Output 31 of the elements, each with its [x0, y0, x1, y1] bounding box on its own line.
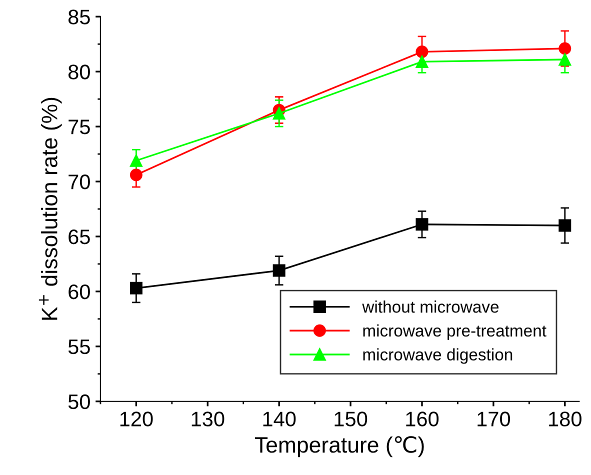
x-axis-title: Temperature (℃) — [254, 436, 424, 458]
y-tick-label: 80 — [68, 64, 90, 80]
y-axis-title: K$^{+}$ dissolution rate (%) — [38, 98, 62, 320]
x-tick-label: 120 — [120, 412, 153, 426]
point — [272, 107, 286, 120]
y-tick-label: 85 — [68, 10, 90, 24]
y-tick-label: 70 — [68, 174, 90, 190]
x-tick-label: 130 — [192, 412, 224, 426]
legend-label: without microwave — [362, 300, 499, 313]
point — [272, 264, 286, 277]
point — [130, 168, 142, 182]
x-tick-label: 170 — [478, 412, 510, 426]
y-tick-label: 60 — [68, 284, 90, 300]
point — [558, 219, 572, 232]
y-tick-label: 50 — [68, 394, 90, 410]
y-tick-label: 75 — [68, 120, 90, 134]
x-tick-label: 160 — [406, 412, 439, 426]
point — [130, 154, 142, 167]
point — [558, 42, 572, 55]
point — [416, 46, 428, 58]
point — [416, 218, 428, 231]
point — [130, 282, 142, 294]
y-tick-label: 65 — [68, 229, 90, 244]
point — [416, 55, 428, 68]
x-tick-label: 180 — [549, 412, 582, 426]
legend-label: microwave pre-treatment — [363, 324, 546, 340]
y-tick-label: 55 — [68, 340, 90, 354]
x-tick-label: 140 — [263, 412, 296, 426]
legend-label: microwave digestion — [363, 348, 512, 364]
point — [558, 53, 572, 66]
x-tick-label: 150 — [334, 412, 368, 426]
